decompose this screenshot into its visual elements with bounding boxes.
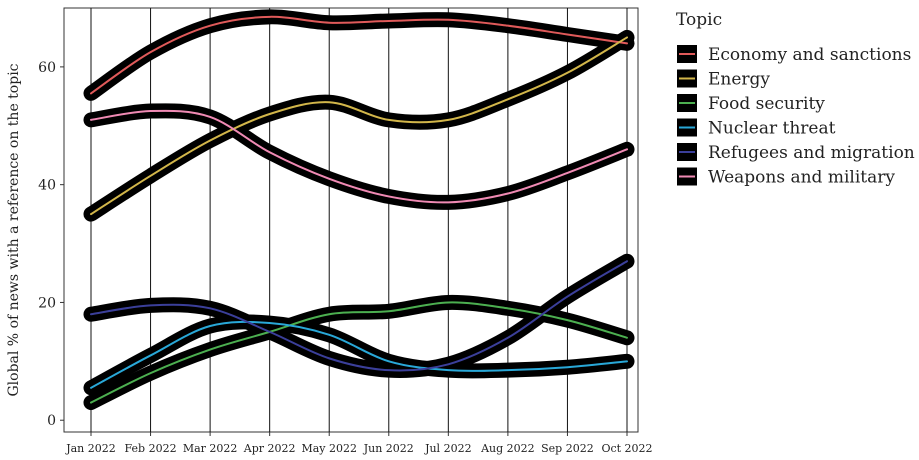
series-line	[90, 15, 628, 95]
series-line	[90, 36, 628, 216]
x-tick-label: Mar 2022	[183, 442, 238, 455]
x-tick-label: Feb 2022	[125, 442, 177, 455]
series-line	[90, 109, 628, 204]
y-axis-title: Global % of news with a reference on the…	[6, 63, 22, 396]
legend-label: Economy and sanctions	[708, 45, 911, 65]
series-line	[90, 260, 628, 372]
x-tick-label: Jun 2022	[363, 442, 414, 455]
series-band	[83, 314, 635, 396]
axes: Jan 2022 Feb 2022 Mar 2022 Apr 2022 May 2022…	[38, 60, 652, 455]
x-tick-label: Aug 2022	[480, 442, 535, 455]
plot-area	[63, 7, 639, 433]
x-tick-label: Jan 2022	[65, 442, 116, 455]
x-tick-label: Apr 2022	[243, 442, 296, 455]
legend-label: Refugees and migration	[708, 143, 915, 163]
series-line	[90, 320, 628, 389]
legend: Topic Economy and sanctions Energy Food se…	[676, 10, 915, 188]
legend-label: Energy	[708, 70, 770, 90]
legend-label: Nuclear threat	[708, 119, 836, 139]
x-tick-label: Jul 2022	[424, 442, 472, 455]
y-tick-label: 40	[38, 178, 56, 194]
x-tick-label: May 2022	[301, 442, 357, 455]
legend-label: Weapons and military	[708, 168, 895, 188]
legend-label: Food security	[708, 94, 825, 114]
x-tick-label: Oct 2022	[601, 442, 652, 455]
y-tick-label: 20	[38, 295, 56, 311]
y-tick-label: 0	[47, 413, 56, 429]
legend-title: Topic	[676, 10, 722, 30]
y-tick-label: 60	[38, 60, 56, 76]
x-tick-label: Sep 2022	[541, 442, 594, 455]
series-line	[90, 301, 628, 404]
plot-frame	[63, 7, 639, 433]
